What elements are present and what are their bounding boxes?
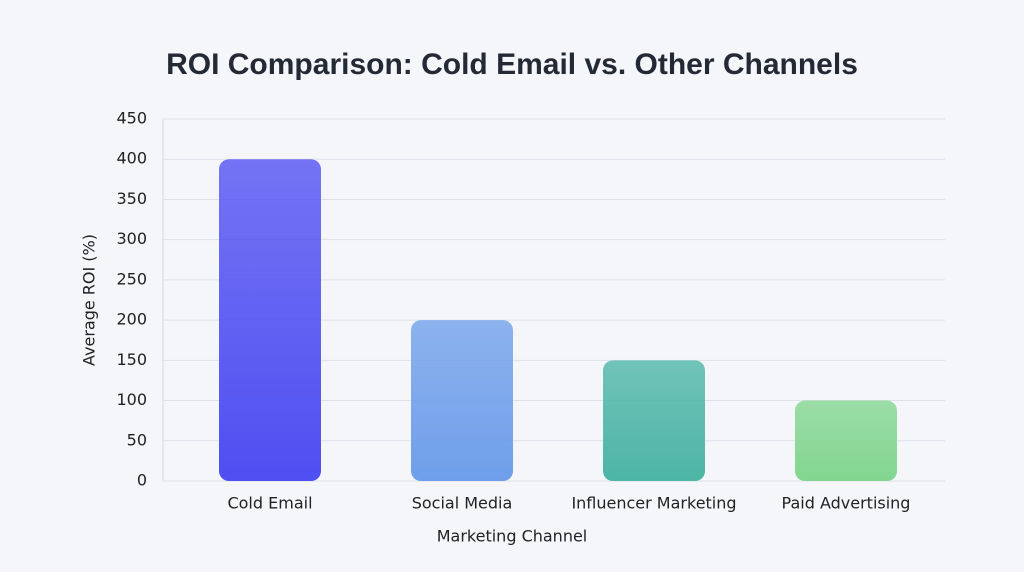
x-tick-label: Social Media	[412, 494, 513, 513]
x-tick-label: Influencer Marketing	[571, 494, 736, 513]
y-tick-label: 300	[116, 229, 147, 248]
y-tick-label: 100	[116, 390, 147, 409]
bar	[411, 320, 513, 481]
y-tick-label: 450	[116, 109, 147, 128]
bar	[219, 159, 321, 481]
x-tick-label: Paid Advertising	[782, 494, 911, 513]
y-axis-label: Average ROI (%)	[80, 234, 99, 366]
y-tick-label: 0	[137, 471, 147, 490]
y-tick-label: 350	[116, 189, 147, 208]
y-tick-label: 200	[116, 310, 147, 329]
bar	[795, 400, 897, 481]
bar	[603, 360, 705, 481]
chart-title: ROI Comparison: Cold Email vs. Other Cha…	[166, 48, 858, 81]
x-tick-label: Cold Email	[227, 494, 312, 513]
y-tick-label: 50	[127, 430, 147, 449]
x-axis-label: Marketing Channel	[437, 527, 588, 546]
y-tick-label: 400	[116, 149, 147, 168]
y-tick-label: 250	[116, 269, 147, 288]
y-tick-label: 150	[116, 350, 147, 369]
